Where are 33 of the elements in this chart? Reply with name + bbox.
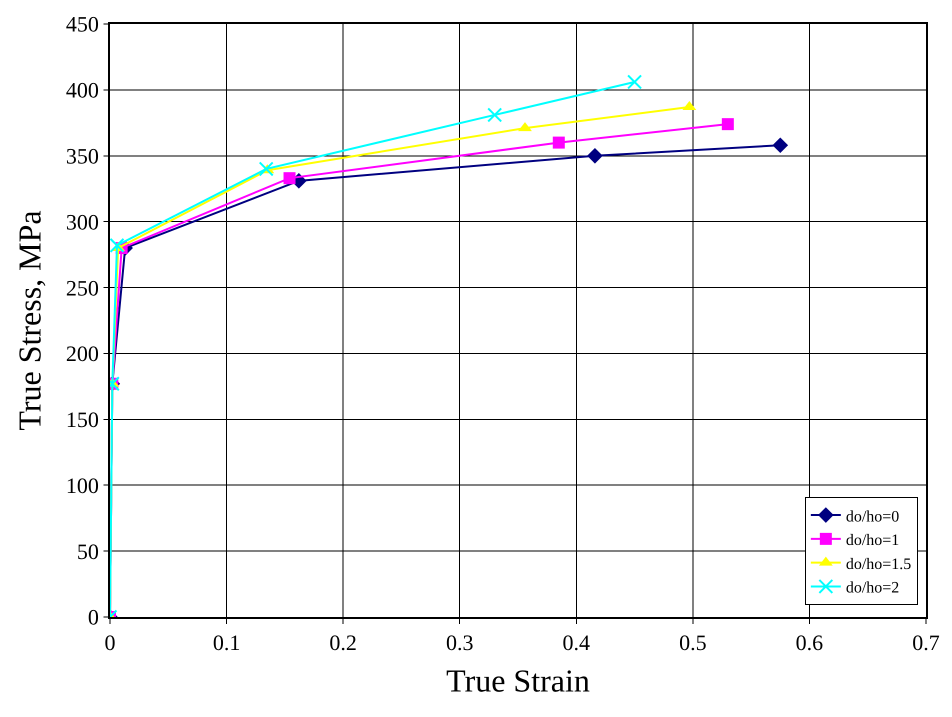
y-tick-label: 100 — [66, 472, 99, 498]
legend-label: do/ho=0 — [846, 508, 900, 526]
y-tick-label: 350 — [66, 143, 99, 168]
legend-label: do/ho=1 — [846, 532, 900, 550]
y-tick-label: 450 — [66, 12, 99, 37]
x-tick-label: 0.7 — [912, 630, 940, 656]
y-tick-label: 400 — [66, 78, 99, 103]
point — [587, 148, 603, 164]
point — [110, 238, 124, 253]
point — [772, 137, 788, 154]
x-tick-label: 0 — [104, 630, 116, 656]
x-tick-label: 0.3 — [446, 630, 474, 656]
x-tick-label: 0.6 — [796, 630, 824, 656]
x-tick-label: 0.2 — [329, 630, 357, 656]
point — [552, 136, 565, 149]
y-tick-label: 300 — [66, 209, 99, 234]
x-tick-label: 0.5 — [679, 630, 707, 656]
point — [258, 161, 274, 176]
y-tick-label: 200 — [66, 341, 99, 366]
x-tick-label: 0.4 — [562, 630, 590, 656]
point — [627, 74, 642, 90]
x-axis-title: True Strain — [446, 662, 590, 699]
legend-label: do/ho=2 — [846, 580, 900, 597]
point — [284, 172, 296, 184]
x-tick-label: 0.1 — [212, 630, 240, 656]
y-axis-title: True Stress, MPa — [12, 210, 48, 431]
point — [487, 107, 502, 122]
y-tick-label: 0 — [88, 604, 99, 630]
y-tick-label: 150 — [66, 407, 99, 432]
y-tick-label: 50 — [76, 538, 99, 564]
y-tick-label: 250 — [66, 275, 99, 300]
legend-label: do/ho=1.5 — [846, 556, 912, 573]
point — [722, 118, 734, 130]
